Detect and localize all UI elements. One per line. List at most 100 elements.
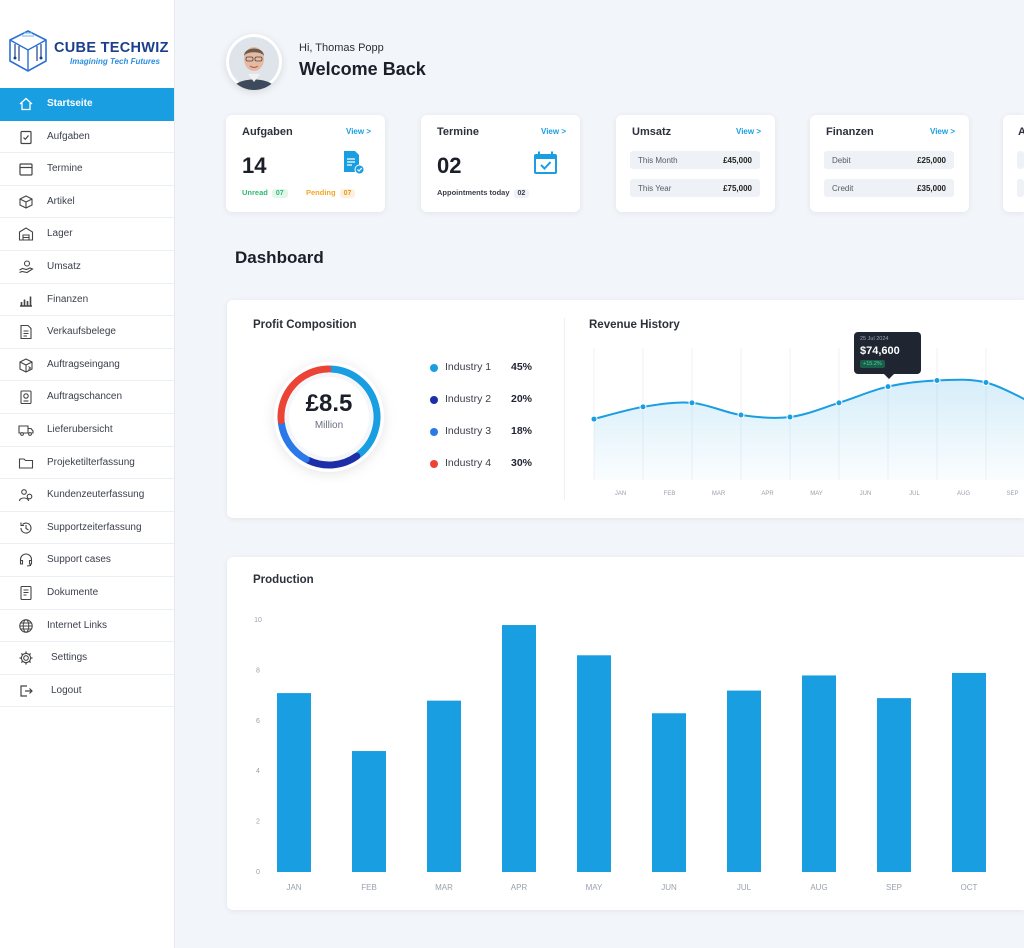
production-bar-feb[interactable] <box>352 751 386 872</box>
production-x-label: OCT <box>961 883 978 892</box>
revenue-point-jul[interactable] <box>884 383 892 391</box>
sidebar-item-finanzen[interactable]: Finanzen <box>0 284 174 317</box>
sidebar: CUBE TECHWIZ Imagining Tech Futures Star… <box>0 0 175 948</box>
donut-slice-industry-4[interactable] <box>277 365 332 425</box>
card-partial: A <box>1003 115 1024 212</box>
view-link[interactable]: View > <box>736 127 761 136</box>
revenue-x-label: FEB <box>664 491 676 497</box>
legend-dot <box>430 364 438 372</box>
production-x-label: JAN <box>286 883 301 892</box>
sidebar-item-umsatz[interactable]: Umsatz <box>0 251 174 284</box>
revenue-line-chart: JAN FEB MAR APR MAY JUN JUL AUG SEP <box>590 348 1024 497</box>
production-bar-jan[interactable] <box>277 693 311 872</box>
revenue-point-sep[interactable] <box>982 379 990 387</box>
revenue-x-label: JUN <box>860 491 872 497</box>
sidebar-item-startseite[interactable]: Startseite <box>0 88 174 121</box>
revenue-line <box>593 378 1024 421</box>
hand-coin-icon <box>19 260 34 274</box>
production-bar-oct[interactable] <box>952 672 986 872</box>
legend-dot <box>430 460 438 468</box>
partial-pill <box>1017 179 1024 197</box>
brand-logo[interactable]: CUBE TECHWIZ Imagining Tech Futures <box>4 28 174 78</box>
sidebar-item-aufgaben[interactable]: Aufgaben <box>0 121 174 154</box>
unread-tag[interactable]: Unread 07 <box>242 188 288 198</box>
donut-slice-industry-1[interactable] <box>326 365 381 459</box>
revenue-point-aug[interactable] <box>933 376 941 384</box>
revenue-x-label: JUL <box>909 491 920 497</box>
tooltip-change: +15.2% <box>860 360 885 368</box>
sidebar-item-dokumente[interactable]: Dokumente <box>0 577 174 610</box>
sidebar-item-internet-links[interactable]: Internet Links <box>0 610 174 643</box>
donut-slice-industry-3[interactable] <box>277 419 310 463</box>
production-y-label: 4 <box>256 768 260 775</box>
legend-value: 18% <box>511 425 533 437</box>
legend-label: Industry 3 <box>445 425 492 437</box>
pill-value: £25,000 <box>917 156 946 165</box>
finanzen-debit: Debit £25,000 <box>824 151 954 169</box>
avatar[interactable] <box>226 34 282 90</box>
production-bar-may[interactable] <box>577 655 611 872</box>
production-x-label: JUN <box>661 883 677 892</box>
headset-icon <box>19 553 33 567</box>
sidebar-item-logout[interactable]: Logout <box>0 675 174 708</box>
revenue-point-jan[interactable] <box>590 415 598 423</box>
donut-center: £8.5 Million <box>262 390 396 431</box>
revenue-point-may[interactable] <box>786 413 794 421</box>
sidebar-item-label: Umsatz <box>47 260 81 272</box>
sidebar-item-auftragseingang[interactable]: Auftragseingang <box>0 349 174 382</box>
card-title: A <box>1018 126 1024 138</box>
sidebar-item-termine[interactable]: Termine <box>0 153 174 186</box>
donut-value: £8.5 <box>305 390 353 417</box>
production-x-label: MAR <box>435 883 453 892</box>
view-link[interactable]: View > <box>346 127 371 136</box>
donut-slice-industry-2[interactable] <box>304 452 361 469</box>
umsatz-this-month: This Month £45,000 <box>630 151 760 169</box>
production-bar-jun[interactable] <box>652 713 686 872</box>
production-x-label: APR <box>511 883 528 892</box>
unread-badge: 07 <box>271 189 288 198</box>
sidebar-item-supportzeiterfassung[interactable]: Supportzeiterfassung <box>0 512 174 545</box>
production-y-label: 0 <box>256 869 260 876</box>
production-bar-chart: 0 2 4 6 8 10 JAN FEB MAR APR MAY JUN JUL AUG SEP OCT <box>254 617 986 892</box>
card-aufgaben: Aufgaben View > 14 Unread 07 Pending 07 <box>226 115 385 212</box>
sidebar-item-verkaufsbelege[interactable]: Verkaufsbelege <box>0 316 174 349</box>
production-bar-mar[interactable] <box>427 700 461 872</box>
revenue-point-feb[interactable] <box>639 403 647 411</box>
production-bar-jul[interactable] <box>727 690 761 872</box>
card-umsatz: Umsatz View > This Month £45,000 This Ye… <box>616 115 775 212</box>
pending-tag[interactable]: Pending 07 <box>306 188 356 198</box>
sidebar-item-lager[interactable]: Lager <box>0 218 174 251</box>
pill-label: Debit <box>832 156 851 165</box>
sidebar-item-label: Lieferubersicht <box>47 423 113 435</box>
brand-name: CUBE TECHWIZ <box>54 40 169 56</box>
sidebar-item-kundenzeiterfassung[interactable]: Kundenzeuterfassung <box>0 479 174 512</box>
sidebar-item-label: Auftragseingang <box>47 358 120 370</box>
sidebar-item-artikel[interactable]: Artikel <box>0 186 174 219</box>
sidebar-item-label: Artikel <box>47 195 75 207</box>
sidebar-item-projektzeiterfassung[interactable]: Projeketilterfassung <box>0 447 174 480</box>
view-link[interactable]: View > <box>541 127 566 136</box>
calendar-check-icon <box>534 151 557 174</box>
pill-value: £45,000 <box>723 156 752 165</box>
gear-icon <box>19 651 33 665</box>
production-bar-apr[interactable] <box>502 625 536 872</box>
pending-label: Pending <box>306 188 336 197</box>
sidebar-item-lieferubersicht[interactable]: Lieferubersicht <box>0 414 174 447</box>
view-link[interactable]: View > <box>930 127 955 136</box>
revenue-point-jun[interactable] <box>835 399 843 407</box>
card-termine: Termine View > 02 Appointments today 02 <box>421 115 580 212</box>
revenue-point-mar[interactable] <box>688 399 696 407</box>
appointments-today: Appointments today 02 <box>437 188 530 198</box>
revenue-point-apr[interactable] <box>737 411 745 419</box>
opportunity-icon <box>20 390 32 405</box>
card-title: Umsatz <box>632 126 672 138</box>
production-bar-aug[interactable] <box>802 675 836 872</box>
sidebar-item-label: Kundenzeuterfassung <box>47 489 145 501</box>
revenue-x-label: AUG <box>957 491 970 497</box>
calendar-icon <box>19 163 33 176</box>
sidebar-item-auftragschancen[interactable]: Auftragschancen <box>0 381 174 414</box>
production-bar-sep[interactable] <box>877 698 911 872</box>
sidebar-item-settings[interactable]: Settings <box>0 642 174 675</box>
sidebar-item-support-cases[interactable]: Support cases <box>0 544 174 577</box>
folder-icon <box>18 457 34 469</box>
